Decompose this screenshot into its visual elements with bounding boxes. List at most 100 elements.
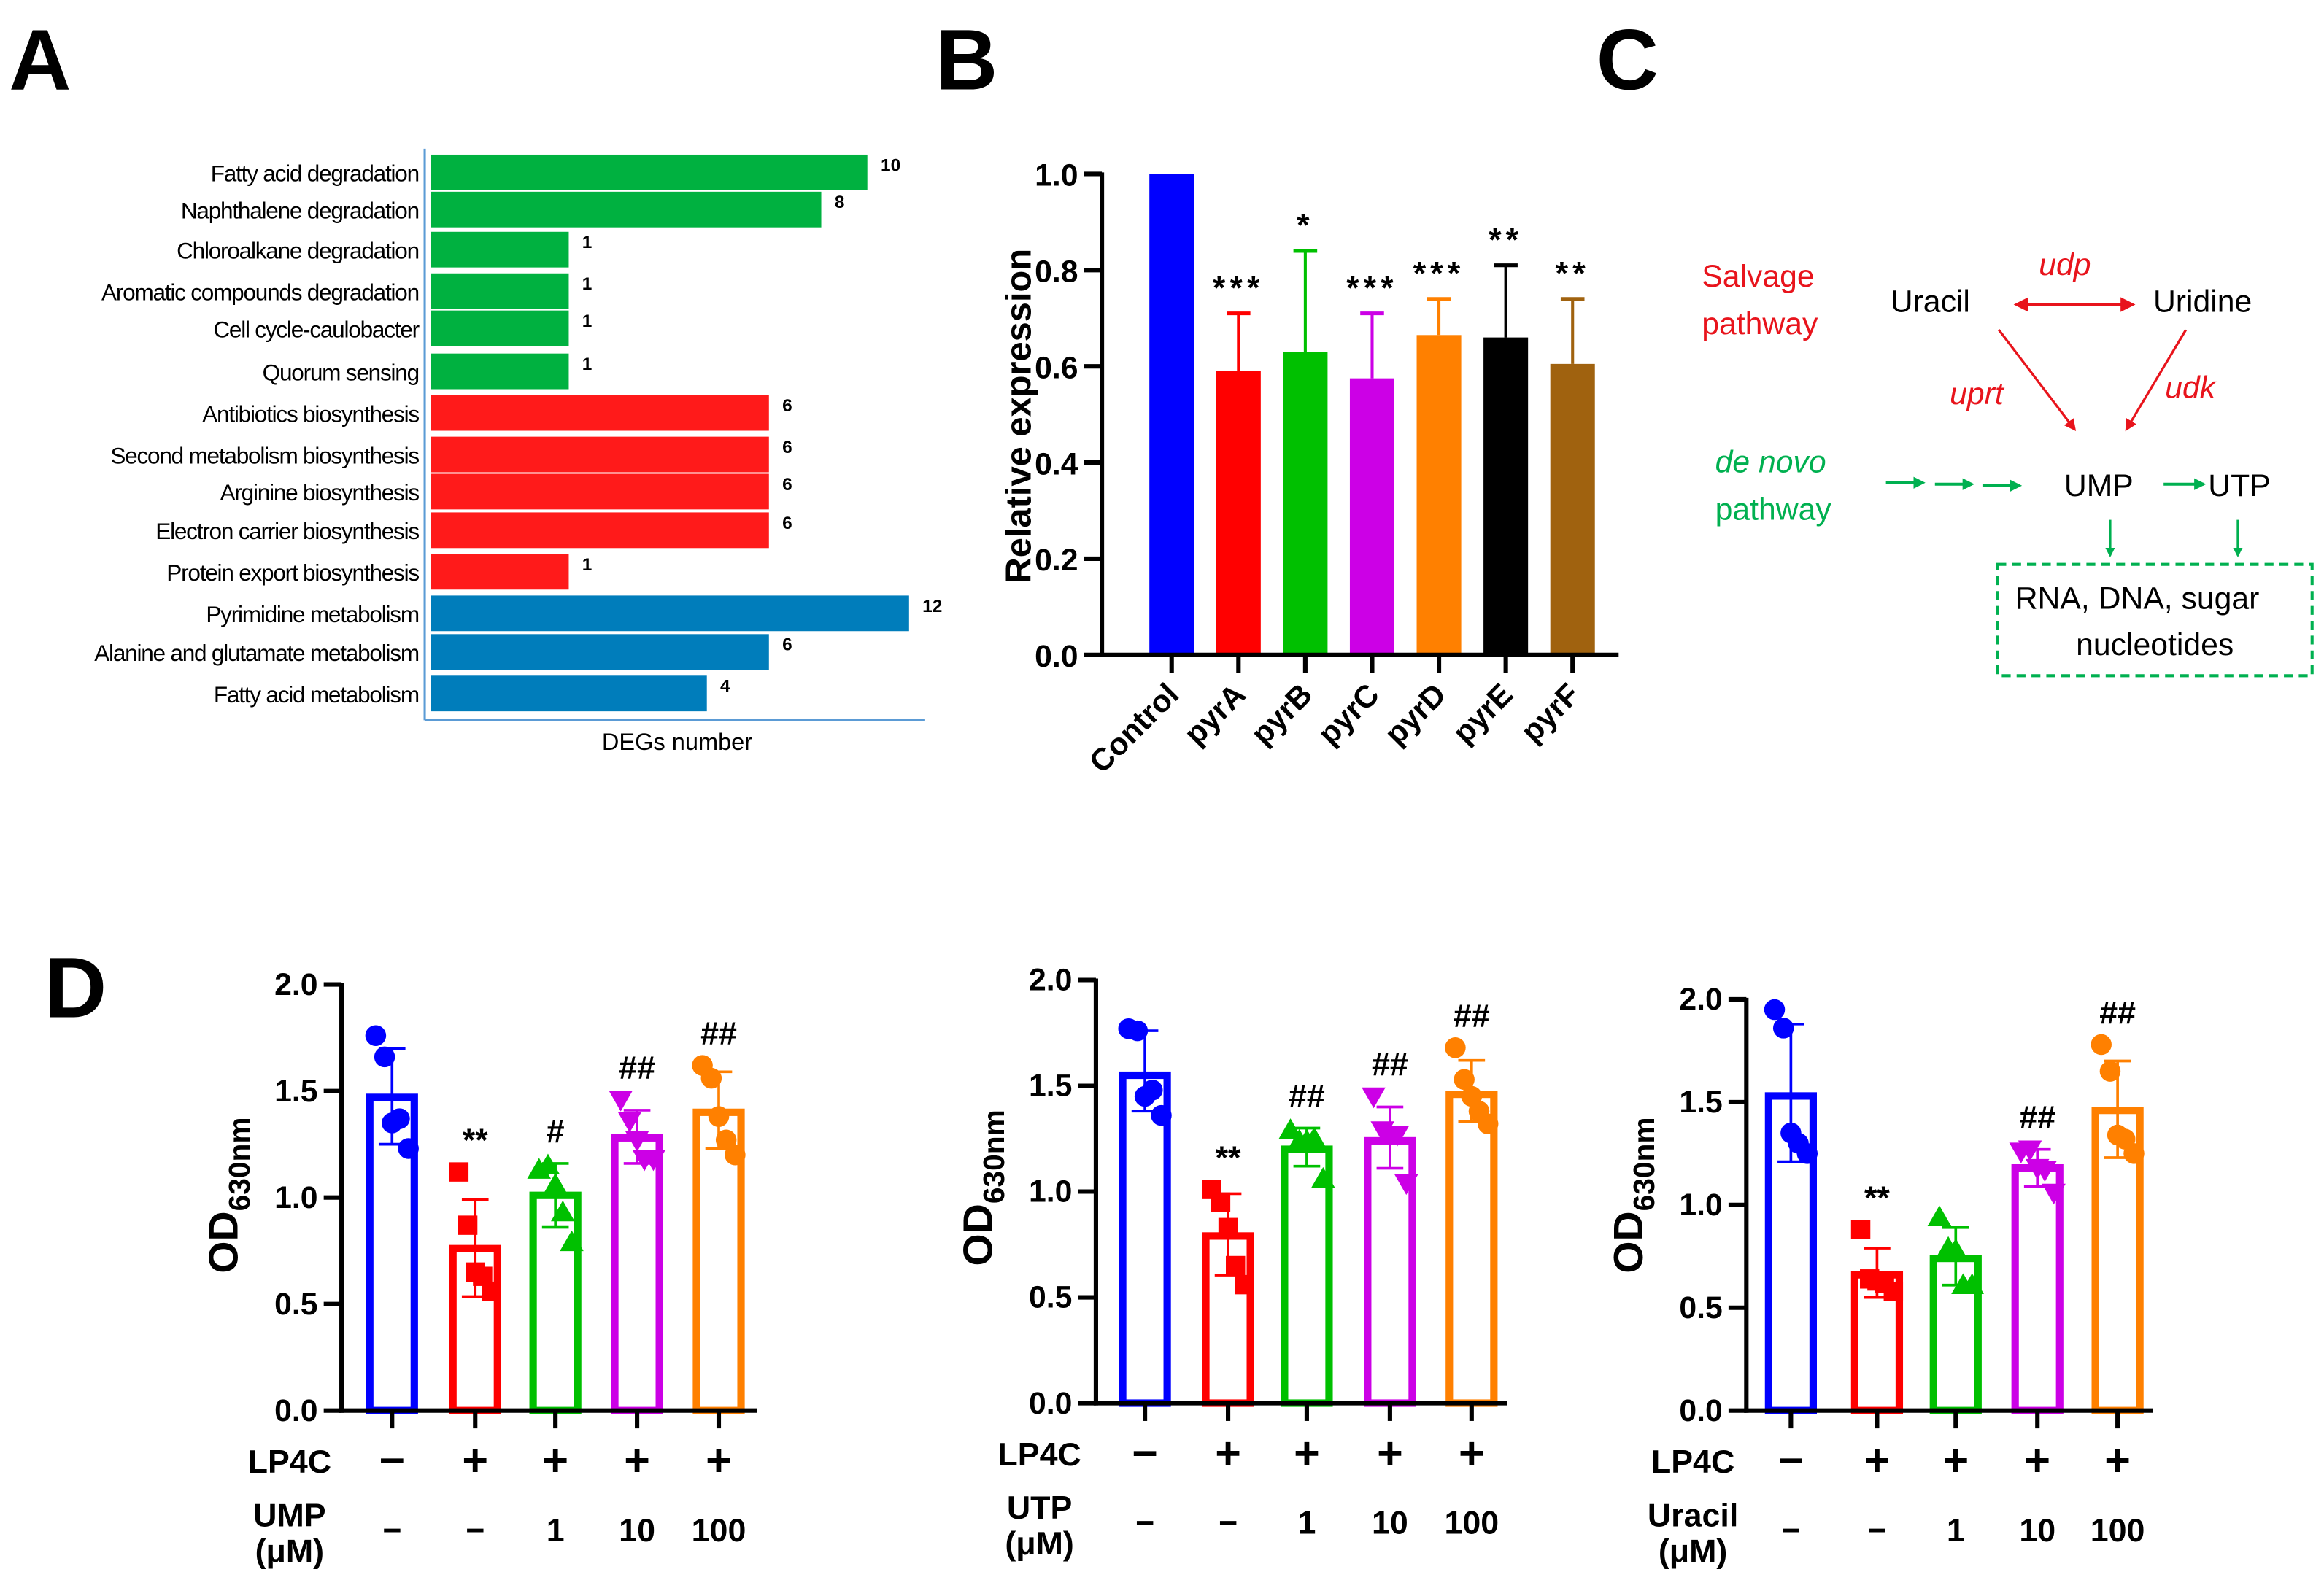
lp4c-label: LP4C bbox=[248, 1444, 331, 1480]
value-label: 6 bbox=[782, 635, 792, 655]
category-label: Cell cycle-caulobacter bbox=[213, 316, 419, 342]
data-point-circle bbox=[715, 1129, 737, 1151]
bar bbox=[431, 191, 822, 228]
concentration-value: − bbox=[466, 1512, 485, 1549]
data-point-square bbox=[1226, 1255, 1246, 1276]
data-point-circle bbox=[725, 1144, 746, 1166]
panel-d-utp-chart: 0.0 0.5 1.0 1.5 2.0 − − ** + − ## +1 ## +10 ## +100 LP4C… bbox=[954, 963, 1507, 1562]
significance-label: ** bbox=[1556, 255, 1590, 292]
category-label: Naphthalene degradation bbox=[181, 197, 419, 223]
data-point-circle bbox=[1796, 1143, 1818, 1164]
panel-d-ump-chart: 0.0 0.5 1.0 1.5 2.0 − − ** + − # +1 ## +10 ## +100 LP4C U… bbox=[201, 967, 757, 1569]
category-label: Fatty acid degradation bbox=[211, 160, 419, 187]
data-point-square bbox=[458, 1215, 478, 1235]
concentration-value: − bbox=[382, 1512, 401, 1549]
category-label: Second metabolism biosynthesis bbox=[110, 442, 419, 468]
data-point-circle bbox=[389, 1108, 410, 1129]
y-tick-label: 2.0 bbox=[1679, 982, 1722, 1017]
lp4c-sign: + bbox=[2024, 1436, 2050, 1485]
data-point-circle bbox=[1151, 1104, 1172, 1126]
bar bbox=[431, 634, 769, 670]
panel-a-deg-chart: Fatty acid degradation 10 Naphthalene degr… bbox=[94, 148, 942, 755]
data-point-circle bbox=[2123, 1143, 2145, 1164]
value-label: 6 bbox=[782, 475, 792, 495]
y-axis-title-main: OD bbox=[1605, 1211, 1652, 1273]
data-point-circle bbox=[708, 1106, 730, 1127]
category-label: Aromatic compounds degradation bbox=[101, 279, 419, 305]
data-point-circle bbox=[1454, 1069, 1475, 1091]
y-tick-label: 0.4 bbox=[1035, 446, 1078, 481]
y-axis-title-main: OD bbox=[954, 1204, 1001, 1266]
bar bbox=[431, 675, 707, 712]
significance-label: # bbox=[547, 1113, 565, 1150]
concentration-value: − bbox=[1781, 1512, 1800, 1549]
data-point-circle bbox=[374, 1046, 395, 1068]
data-point-square bbox=[1850, 1220, 1871, 1239]
panel-label-c: C bbox=[1597, 12, 1659, 108]
data-point-triangle-down bbox=[2042, 1183, 2066, 1205]
data-point-circle bbox=[1127, 1020, 1149, 1042]
value-label: 8 bbox=[835, 193, 845, 212]
value-label: 6 bbox=[782, 514, 792, 533]
significance-label: ** bbox=[1216, 1139, 1241, 1176]
data-point-triangle-down bbox=[617, 1112, 642, 1133]
data-point-triangle-up bbox=[1302, 1126, 1327, 1148]
uracil-node: Uracil bbox=[1891, 284, 1970, 320]
data-point-circle bbox=[1764, 999, 1786, 1021]
y-tick-label: 0.8 bbox=[1035, 255, 1078, 290]
bar bbox=[431, 595, 909, 632]
concentration-value: − bbox=[1219, 1505, 1238, 1541]
value-label: 6 bbox=[782, 396, 792, 416]
x-axis-title: DEGs number bbox=[602, 729, 752, 755]
lp4c-sign: + bbox=[1377, 1428, 1403, 1478]
denovo-label-2: pathway bbox=[1715, 492, 1832, 527]
value-label: 1 bbox=[582, 311, 592, 331]
data-point-circle bbox=[2099, 1061, 2121, 1082]
panel-d-uracil-chart: 0.0 0.5 1.0 1.5 2.0 − − ** + − +1 ## +10 ## +100 LP4C Ur… bbox=[1605, 982, 2153, 1569]
lp4c-sign: − bbox=[1778, 1436, 1804, 1485]
value-label: 1 bbox=[582, 233, 592, 252]
value-label: 6 bbox=[782, 438, 792, 457]
significance-label: *** bbox=[1213, 269, 1265, 306]
compound-label: UTP bbox=[1007, 1490, 1073, 1526]
data-point-triangle-up bbox=[1960, 1273, 1984, 1294]
y-tick-label: 1.0 bbox=[274, 1180, 317, 1215]
y-axis-title-subscript: 630nm bbox=[977, 1110, 1011, 1204]
data-point-triangle-up bbox=[560, 1230, 584, 1252]
category-label: Fatty acid metabolism bbox=[214, 681, 419, 708]
data-point-triangle-up bbox=[543, 1172, 568, 1194]
lp4c-sign: + bbox=[1459, 1428, 1485, 1478]
y-tick-label: 0.0 bbox=[274, 1393, 317, 1428]
y-axis-title-subscript: 630nm bbox=[223, 1117, 256, 1211]
unit-label: (μM) bbox=[255, 1533, 325, 1569]
y-axis-title: OD630nm bbox=[954, 1110, 1010, 1266]
y-axis-title: OD630nm bbox=[201, 1117, 256, 1273]
y-axis-title: OD630nm bbox=[1605, 1117, 1661, 1273]
y-tick-label: 1.0 bbox=[1679, 1188, 1722, 1223]
data-point-triangle-down bbox=[625, 1131, 649, 1153]
compound-label: Uracil bbox=[1648, 1497, 1738, 1533]
value-label: 10 bbox=[881, 155, 900, 175]
category-label: Alanine and glutamate metabolism bbox=[94, 640, 419, 666]
concentration-value: 10 bbox=[2019, 1512, 2055, 1549]
significance-label: ** bbox=[463, 1122, 488, 1158]
udp-enzyme: udp bbox=[2039, 247, 2091, 282]
data-point-triangle-down bbox=[1394, 1174, 1418, 1196]
bar bbox=[1416, 335, 1462, 655]
y-tick-label: 0.5 bbox=[1029, 1280, 1072, 1315]
concentration-value: 1 bbox=[1947, 1512, 1965, 1549]
significance-label: *** bbox=[1346, 269, 1398, 306]
category-label: Protein export biosynthesis bbox=[166, 559, 419, 586]
data-point-triangle-up bbox=[1944, 1238, 1968, 1260]
bar bbox=[2011, 1163, 2064, 1414]
y-tick-label: 0.0 bbox=[1679, 1393, 1722, 1428]
x-tick-label: pyrB bbox=[1244, 677, 1319, 752]
significance-label: ## bbox=[1372, 1047, 1408, 1083]
data-point-square bbox=[1211, 1192, 1231, 1212]
data-point-circle bbox=[365, 1025, 387, 1046]
x-tick-label: pyrC bbox=[1311, 677, 1386, 752]
data-point-circle bbox=[1445, 1037, 1466, 1058]
concentration-value: 100 bbox=[2091, 1512, 2145, 1549]
products-line-1: RNA, DNA, sugar bbox=[2015, 581, 2260, 616]
concentration-value: 10 bbox=[619, 1512, 655, 1549]
